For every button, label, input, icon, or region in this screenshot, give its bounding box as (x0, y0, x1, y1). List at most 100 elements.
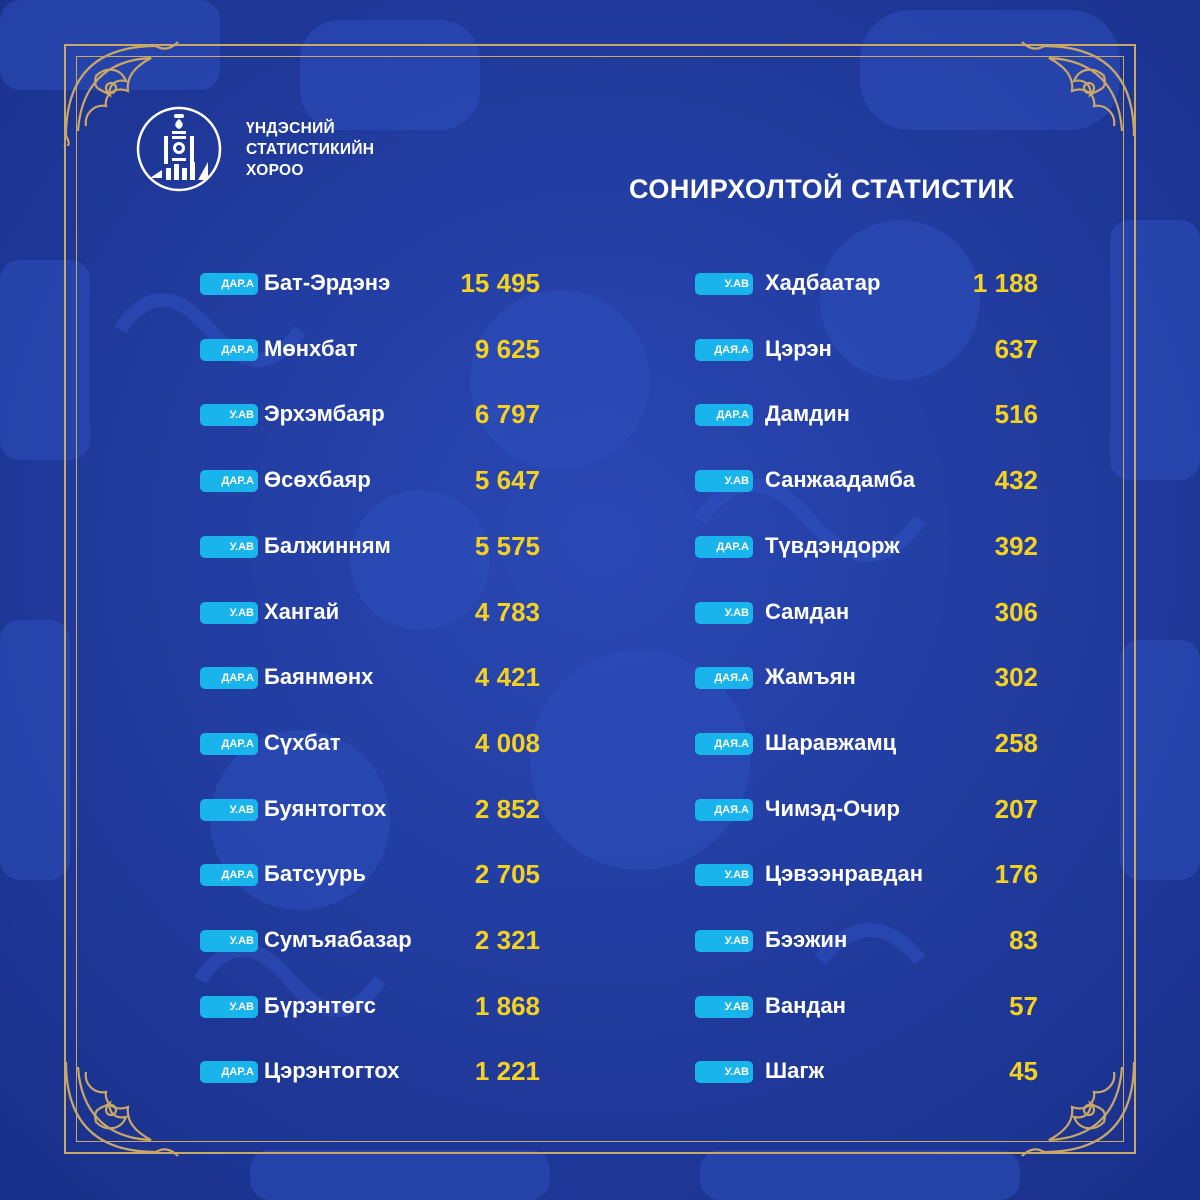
person-name: Дамдин (765, 401, 850, 427)
category-badge: ДАР.А (695, 404, 753, 427)
category-badge: У.АВ (200, 404, 258, 427)
category-badge: У.АВ (695, 273, 753, 295)
list-item: ДАР.А Дамдин 516 (695, 395, 1038, 435)
list-item: У.АВ Хангай 4 783 (200, 593, 540, 633)
count-value: 2 705 (474, 859, 540, 890)
person-name: Санжаадамба (765, 467, 916, 493)
corner-ornament-bottom-left (64, 1061, 179, 1157)
count-value: 15 495 (460, 268, 540, 298)
person-name: Вандан (765, 992, 846, 1018)
category-badge: ДАР.А (200, 732, 258, 755)
category-badge: ДАР.А (695, 535, 753, 558)
list-item: У.АВ Шагж 45 (695, 1052, 1038, 1092)
person-name: Самдан (765, 598, 850, 624)
category-badge: ДАР.А (200, 338, 258, 361)
count-value: 4 008 (474, 727, 540, 758)
count-value: 9 625 (474, 333, 540, 364)
category-badge: У.АВ (200, 995, 258, 1018)
person-name: Сумъяабазар (264, 927, 412, 952)
category-badge: ДАЯ.А (695, 732, 753, 755)
person-name: Цэвээнравдан (765, 861, 924, 887)
category-badge: ДАР.А (200, 273, 258, 295)
category-badge: У.АВ (200, 601, 258, 624)
person-name: Сүхбат (264, 729, 341, 755)
person-name: Шаравжамц (765, 729, 897, 755)
org-name-line-1: ҮНДЭСНИЙ (246, 120, 335, 137)
person-name: Хангай (264, 598, 340, 624)
count-value: 306 (994, 596, 1038, 627)
list-item: ДАР.А Өсөхбаяр 5 647 (200, 461, 540, 501)
person-name: Бат-Эрдэнэ (264, 270, 391, 295)
person-name: Бүрэнтөгс (264, 992, 376, 1018)
list-item: У.АВ Самдан 306 (695, 593, 1038, 633)
person-name: Өсөхбаяр (264, 467, 371, 493)
count-value: 4 421 (474, 662, 540, 693)
list-item: У.АВ Сумъяабазар 2 321 (200, 921, 540, 961)
person-name: Жамъян (765, 664, 856, 690)
org-name-line-3: ХОРОО (246, 162, 304, 179)
corner-ornament-top-left (62, 41, 179, 146)
person-name: Чимэд-Очир (765, 795, 900, 821)
count-value: 1 868 (474, 990, 540, 1021)
corner-ornament-bottom-right (1021, 1061, 1136, 1157)
count-value: 258 (994, 727, 1038, 758)
count-value: 176 (994, 859, 1038, 890)
count-value: 45 (1009, 1056, 1038, 1087)
list-item: ДАЯ.А Цэрэн 637 (695, 330, 1038, 370)
count-value: 392 (994, 530, 1038, 561)
count-value: 302 (994, 662, 1038, 693)
person-name: Эрхэмбаяр (264, 401, 385, 427)
list-item: У.АВ Санжаадамба 432 (695, 461, 1038, 501)
gold-frame-outer (64, 44, 1136, 1154)
org-name-line-2: СТАТИСТИКИЙН (246, 141, 375, 158)
count-value: 1 221 (474, 1056, 540, 1087)
corner-ornament-top-right (1021, 41, 1136, 137)
list-item: ДАР.А Бат-Эрдэнэ 15 495 (200, 264, 540, 304)
list-item: ДАР.А Мөнхбат 9 625 (200, 330, 540, 370)
category-badge: У.АВ (695, 930, 753, 952)
list-item: У.АВ Буянтогтох 2 852 (200, 790, 540, 830)
list-item: ДАЯ.А Шаравжамц 258 (695, 724, 1038, 764)
category-badge: У.АВ (695, 995, 753, 1018)
person-name: Хадбаатар (765, 270, 881, 295)
count-value: 637 (994, 333, 1038, 364)
person-name: Балжинням (264, 532, 391, 558)
count-value: 6 797 (474, 399, 540, 430)
soyombo-emblem-icon (136, 106, 222, 192)
list-item: У.АВ Бээжин 83 (695, 921, 1038, 961)
list-item: У.АВ Цэвээнравдан 176 (695, 855, 1038, 895)
count-value: 516 (994, 399, 1038, 430)
count-value: 5 575 (474, 530, 540, 561)
list-item: ДАЯ.А Чимэд-Очир 207 (695, 790, 1038, 830)
list-item: ДАР.А Сүхбат 4 008 (200, 724, 540, 764)
category-badge: У.АВ (695, 601, 753, 624)
person-name: Батсуурь (264, 861, 366, 887)
category-badge: ДАР.А (200, 864, 258, 887)
list-item: ДАР.А Батсуурь 2 705 (200, 855, 540, 895)
list-item: У.АВ Эрхэмбаяр 6 797 (200, 395, 540, 435)
count-value: 4 783 (474, 596, 540, 627)
category-badge: У.АВ (200, 930, 258, 952)
category-badge: ДАЯ.А (695, 667, 753, 690)
list-item: ДАР.А Баянмөнх 4 421 (200, 658, 540, 698)
list-item: У.АВ Бүрэнтөгс 1 868 (200, 987, 540, 1027)
category-badge: У.АВ (695, 1061, 753, 1084)
person-name: Буянтогтох (264, 795, 387, 821)
list-item: ДАР.А Түвдэндорж 392 (695, 527, 1038, 567)
count-value: 1 188 (972, 268, 1038, 298)
count-value: 432 (994, 465, 1038, 496)
category-badge: У.АВ (695, 864, 753, 887)
count-value: 2 321 (474, 925, 540, 955)
category-badge: У.АВ (695, 470, 753, 493)
category-badge: ДАЯ.А (695, 338, 753, 361)
gold-frame-inner (76, 56, 1124, 1142)
person-name: Мөнхбат (264, 335, 358, 361)
list-item: ДАР.А Цэрэнтогтох 1 221 (200, 1052, 540, 1092)
category-badge: ДАР.А (200, 470, 258, 493)
person-name: Цэрэн (765, 335, 832, 361)
category-badge: У.АВ (200, 535, 258, 558)
category-badge: ДАР.А (200, 667, 258, 690)
category-badge: ДАР.А (200, 1061, 258, 1084)
person-name: Бээжин (765, 927, 848, 952)
count-value: 2 852 (474, 793, 540, 824)
